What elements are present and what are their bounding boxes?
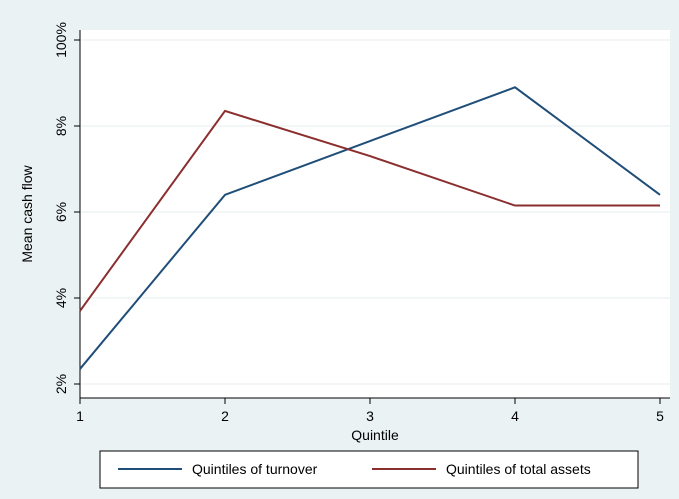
series-line-1 xyxy=(79,109,660,312)
legend-label-total-assets: Quintiles of total assets xyxy=(446,461,591,477)
y-axis-title: Mean cash flow xyxy=(19,164,35,262)
plot-area xyxy=(80,30,670,398)
y-tick-label: 2% xyxy=(53,374,69,394)
y-tick-label: 4% xyxy=(53,288,69,308)
legend-label-turnover: Quintiles of turnover xyxy=(192,461,318,477)
x-tick-label: 3 xyxy=(366,408,374,424)
legend-box xyxy=(99,450,639,489)
axes xyxy=(79,30,670,399)
y-tick-label: 100% xyxy=(53,22,69,58)
x-tick-label: 5 xyxy=(656,408,664,424)
series-line-0 xyxy=(79,86,661,370)
y-tick-label: 6% xyxy=(53,202,69,222)
series xyxy=(79,86,661,370)
x-tick-label: 1 xyxy=(76,408,84,424)
y-ticks: 2% 4% 6% 8% 100% xyxy=(53,22,80,394)
grid-lines xyxy=(81,39,670,385)
x-tick-label: 2 xyxy=(221,408,229,424)
legend: Quintiles of turnover Quintiles of total… xyxy=(99,450,639,489)
x-axis-title: Quintile xyxy=(351,427,399,443)
y-tick-label: 8% xyxy=(53,116,69,136)
x-ticks: 1 2 3 4 5 xyxy=(76,398,664,424)
x-tick-label: 4 xyxy=(511,408,519,424)
